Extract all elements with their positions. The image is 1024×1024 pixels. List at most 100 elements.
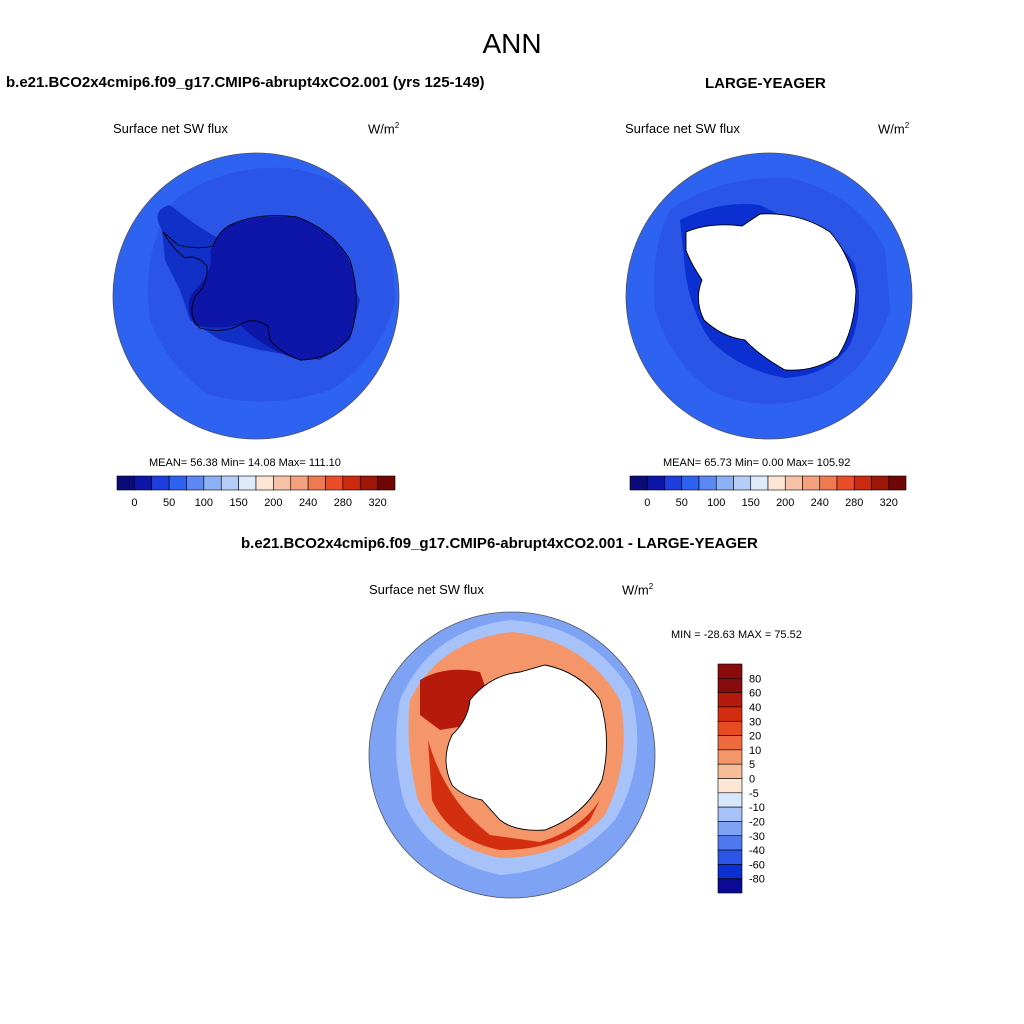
- colorbar-box: [290, 475, 309, 491]
- colorbar-box: [273, 475, 292, 491]
- colorbar-tick-label: 80: [749, 673, 761, 685]
- panel1-title: b.e21.BCO2x4cmip6.f09_g17.CMIP6-abrupt4x…: [6, 74, 485, 91]
- colorbar-tick-label: 200: [264, 497, 282, 509]
- colorbar-tick-label: 100: [707, 497, 725, 509]
- panel1-variable: Surface net SW flux: [113, 121, 228, 136]
- colorbar-box: [359, 475, 378, 491]
- colorbar-box: [698, 475, 717, 491]
- colorbar-box: [888, 475, 907, 491]
- diff-title: b.e21.BCO2x4cmip6.f09_g17.CMIP6-abrupt4x…: [241, 535, 758, 552]
- colorbar-tick-label: -5: [749, 788, 759, 800]
- colorbar-tick-label: 20: [749, 731, 761, 743]
- colorbar-box: [664, 475, 683, 491]
- colorbar-box: [836, 475, 855, 491]
- panel2-stats: MEAN= 65.73 Min= 0.00 Max= 105.92: [663, 457, 851, 469]
- panel1-stats: MEAN= 56.38 Min= 14.08 Max= 111.10: [149, 457, 341, 469]
- colorbar-tick-label: 150: [229, 497, 247, 509]
- colorbar-tick-label: 240: [811, 497, 829, 509]
- colorbar-box: [255, 475, 274, 491]
- colorbar-box: [717, 749, 743, 765]
- colorbar-box: [717, 678, 743, 693]
- panel2-variable: Surface net SW flux: [625, 121, 740, 136]
- coastline: [162, 215, 357, 361]
- colorbar-tick-label: 0: [644, 497, 650, 509]
- colorbar-box: [717, 849, 743, 865]
- colorbar-tick-label: 50: [163, 497, 175, 509]
- colorbar-tick-label: 200: [776, 497, 794, 509]
- colorbar-box: [116, 475, 135, 491]
- colorbar-tick-label: 60: [749, 688, 761, 700]
- colorbar-box: [750, 475, 769, 491]
- diff-map: [368, 611, 656, 899]
- colorbar-box: [733, 475, 752, 491]
- panel1-units: W/m2: [368, 121, 400, 137]
- colorbar-tick-label: -10: [749, 802, 765, 814]
- colorbar-box: [151, 475, 170, 491]
- colorbar-tick-label: 5: [749, 759, 755, 771]
- map-border: [368, 611, 656, 899]
- antarctica-landmask: [685, 213, 857, 371]
- diff-stats: MIN = -28.63 MAX = 75.52: [671, 629, 802, 641]
- colorbar-box: [717, 878, 743, 894]
- colorbar-box: [819, 475, 838, 491]
- colorbar-box: [717, 778, 743, 794]
- colorbar-box: [717, 821, 743, 837]
- colorbar-box: [717, 692, 743, 708]
- colorbar-tick-label: 50: [676, 497, 688, 509]
- colorbar-box: [717, 835, 743, 851]
- colorbar-box: [646, 475, 665, 491]
- colorbar-tick-label: -80: [749, 874, 765, 886]
- colorbar-box: [134, 475, 153, 491]
- colorbar-box: [717, 806, 743, 822]
- colorbar-box: [717, 706, 743, 722]
- panel1-map: [112, 152, 400, 440]
- colorbar-tick-label: 280: [845, 497, 863, 509]
- colorbar-box: [717, 720, 743, 736]
- colorbar-tick-label: 10: [749, 745, 761, 757]
- colorbar-box: [168, 475, 187, 491]
- colorbar-tick-label: 40: [749, 702, 761, 714]
- antarctica-landmask: [445, 664, 607, 831]
- colorbar-box: [717, 792, 743, 808]
- map-border: [112, 152, 400, 440]
- map-border: [625, 152, 913, 440]
- panel2-title: LARGE-YEAGER: [705, 75, 826, 92]
- colorbar-tick-label: 240: [299, 497, 317, 509]
- colorbar-tick-label: 280: [334, 497, 352, 509]
- colorbar-tick-label: 150: [742, 497, 760, 509]
- colorbar-box: [681, 475, 700, 491]
- colorbar-box: [717, 663, 743, 679]
- colorbar-box: [220, 475, 239, 491]
- colorbar-box: [717, 864, 743, 879]
- colorbar-box: [717, 735, 743, 751]
- colorbar-box: [629, 475, 648, 491]
- colorbar-box: [377, 475, 396, 491]
- field-high: [428, 740, 600, 850]
- colorbar-box: [717, 763, 743, 779]
- panel2-map: [625, 152, 913, 440]
- colorbar-tick-label: -60: [749, 859, 765, 871]
- colorbar-box: [802, 475, 821, 491]
- colorbar-box: [715, 475, 734, 491]
- colorbar-box: [325, 475, 344, 491]
- colorbar-box: [871, 475, 890, 491]
- colorbar-box: [853, 475, 872, 491]
- colorbar-tick-label: 320: [880, 497, 898, 509]
- colorbar-box: [203, 475, 222, 491]
- colorbar-tick-label: -30: [749, 831, 765, 843]
- colorbar-box: [238, 475, 257, 491]
- diff-variable: Surface net SW flux: [369, 582, 484, 597]
- colorbar-box: [307, 475, 326, 491]
- colorbar-tick-label: 0: [749, 774, 755, 786]
- antarctica-field: [188, 216, 356, 360]
- colorbar-box: [342, 475, 361, 491]
- panel2-units: W/m2: [878, 121, 910, 137]
- panel1-colorbar: 0 50 100 150 200 240 280 320: [116, 475, 396, 509]
- colorbar-tick-label: -20: [749, 816, 765, 828]
- diff-units: W/m2: [622, 582, 654, 598]
- colorbar-tick-label: -40: [749, 845, 765, 857]
- colorbar-tick-label: 100: [195, 497, 213, 509]
- diff-colorbar: 80 60 40 30 20 10 5 0 -5 -10 -20 -30 -40 -60 -80: [717, 663, 765, 894]
- panel2-colorbar: 0 50 100 150 200 240 280 320: [629, 475, 907, 509]
